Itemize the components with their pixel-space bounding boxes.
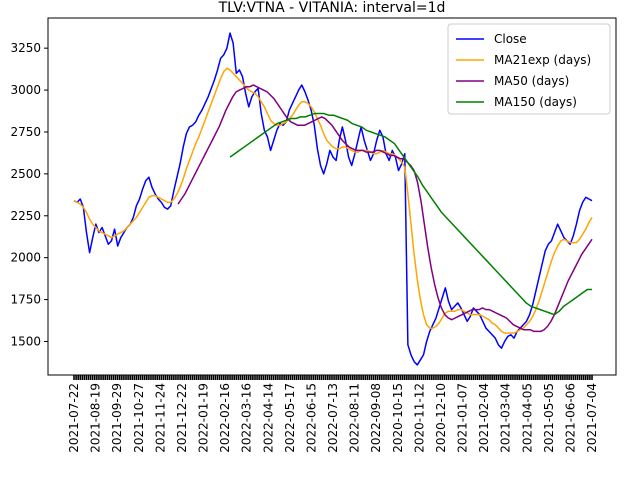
y-tick-label-4: 2500 (10, 167, 41, 181)
y-tick-label-2: 2000 (10, 251, 41, 265)
x-tick-label-11: 2022-06-15 (304, 383, 318, 453)
x-tick-label-15: 2020-10-15 (391, 383, 405, 453)
series-line-2 (177, 84, 593, 333)
legend-label-3: MA150 (days) (494, 95, 577, 109)
series-line-0 (73, 32, 593, 366)
x-tick-label-7: 2022-02-16 (218, 383, 232, 453)
plot-lines (73, 32, 593, 366)
x-tick-label-6: 2022-01-19 (197, 383, 211, 453)
x-tick-label-17: 2020-12-10 (434, 383, 448, 453)
x-tick-label-13: 2022-08-11 (348, 383, 362, 453)
y-axis: 1500 1750 2000 2250 2500 2750 3000 3250 (10, 41, 48, 348)
legend-label-1: MA21exp (days) (494, 53, 591, 67)
y-tick-label-3: 2250 (10, 209, 41, 223)
x-tick-label-22: 2021-05-05 (542, 383, 556, 453)
x-tick-label-14: 2022-09-08 (369, 383, 383, 453)
y-tick-label-5: 2750 (10, 125, 41, 139)
x-tick-label-19: 2021-02-04 (477, 383, 491, 453)
y-tick-label-6: 3000 (10, 83, 41, 97)
y-tick-label-0: 1500 (10, 334, 41, 348)
legend-label-2: MA50 (days) (494, 74, 569, 88)
y-tick-label-1: 1750 (10, 293, 41, 307)
x-tick-label-5: 2021-12-22 (175, 383, 189, 453)
series-line-3 (229, 112, 592, 316)
x-tick-label-9: 2022-04-14 (261, 383, 275, 453)
x-tick-label-12: 2022-07-13 (326, 383, 340, 453)
x-tick-label-1: 2021-08-19 (89, 383, 103, 453)
x-axis: 2021-07-22 2021-08-19 2021-09-29 2021-10-27… (67, 375, 599, 453)
legend-box (447, 23, 611, 115)
x-tick-label-10: 2022-05-17 (283, 383, 297, 453)
legend: Close MA21exp (days) MA50 (days) MA150 (day… (447, 23, 611, 115)
x-tick-label-0: 2021-07-22 (67, 383, 81, 453)
legend-label-0: Close (494, 32, 527, 46)
x-tick-label-3: 2021-10-27 (132, 383, 146, 453)
x-tick-label-24: 2021-07-04 (585, 383, 599, 453)
x-tick-label-20: 2021-03-04 (499, 383, 513, 453)
x-tick-label-8: 2022-03-16 (240, 383, 254, 453)
x-tick-label-2: 2021-09-29 (110, 383, 124, 453)
series-line-1 (73, 67, 593, 334)
y-tick-label-7: 3250 (10, 41, 41, 55)
chart-title: TLV:VTNA - VITANIA: interval=1d (218, 0, 446, 16)
x-tick-label-16: 2020-11-12 (412, 383, 426, 453)
x-tick-label-23: 2021-06-06 (563, 383, 577, 453)
x-tick-label-18: 2021-01-07 (456, 383, 470, 453)
x-tick-label-21: 2021-04-05 (520, 383, 534, 453)
x-tick-label-4: 2021-11-24 (153, 383, 167, 453)
